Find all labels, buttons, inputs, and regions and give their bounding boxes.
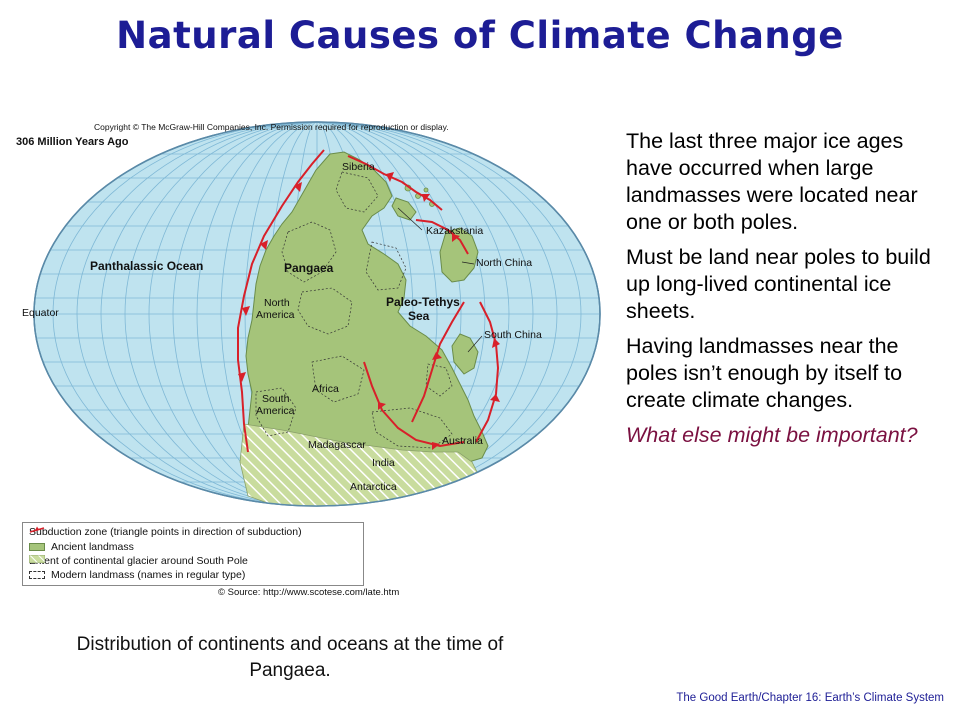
legend-item-ancient-landmass: Ancient landmass (29, 541, 134, 553)
bullet-text-block: The last three major ice ages have occur… (626, 128, 946, 457)
map-age-label: 306 Million Years Ago (16, 136, 129, 148)
label-south-china: South China (484, 329, 542, 341)
pangaea-map-figure: Copyright © The McGraw-Hill Companies, I… (12, 112, 610, 610)
map-legend: Subduction zone (triangle points in dire… (22, 522, 364, 586)
legend-item-modern-landmass: Modern landmass (names in regular type) (29, 569, 245, 581)
legend-item-subduction: Subduction zone (triangle points in dire… (29, 526, 302, 538)
bullet-question: What else might be important? (626, 423, 918, 447)
bullet-ice-ages: The last three major ice ages have occur… (626, 129, 918, 234)
label-africa: Africa (312, 383, 339, 395)
pangaea-map-image (33, 121, 601, 507)
legend-label-subduction: Subduction zone (triangle points in dire… (29, 526, 302, 538)
legend-item-glacier: Extent of continental glacier around Sou… (29, 555, 248, 567)
bullet-not-enough: Having landmasses near the poles isn’t e… (626, 334, 903, 412)
label-america-south: America (256, 405, 295, 417)
label-india: India (372, 457, 395, 469)
legend-label-ancient-landmass: Ancient landmass (51, 541, 134, 553)
label-australia: Australia (442, 435, 483, 447)
south-china-landmass (451, 333, 479, 375)
label-equator: Equator (22, 307, 59, 319)
modern-landmass-swatch-icon (29, 571, 45, 579)
label-pangaea: Pangaea (284, 261, 334, 275)
subduction-swatch-icon (29, 526, 45, 533)
label-paleo-tethys-sea: Sea (408, 309, 430, 323)
map-copyright: Copyright © The McGraw-Hill Companies, I… (94, 122, 449, 132)
label-south: South (262, 393, 290, 405)
legend-label-glacier: Extent of continental glacier around Sou… (29, 555, 248, 567)
glacier-swatch-icon (29, 555, 45, 563)
label-antarctica: Antarctica (350, 481, 397, 493)
slide-title: Natural Causes of Climate Change (116, 14, 844, 57)
label-leader-lines (397, 207, 483, 353)
label-paleo-tethys: Paleo-Tethys (386, 295, 460, 309)
slide-footer: The Good Earth/Chapter 16: Earth’s Clima… (676, 692, 944, 704)
subduction-triangles (238, 172, 500, 450)
map-source: © Source: http://www.scotese.com/late.ht… (218, 587, 400, 598)
kazakstania-landmass (391, 197, 417, 221)
label-siberia: Siberia (342, 161, 375, 173)
ancient-landmass-swatch-icon (29, 543, 45, 551)
modern-landmass-outlines (255, 171, 453, 449)
label-madagascar: Madagascar (308, 439, 366, 451)
legend-label-modern-landmass: Modern landmass (names in regular type) (51, 569, 246, 581)
label-north: North (264, 297, 290, 309)
label-kazakstania: Kazakstania (426, 225, 484, 237)
label-panthalassic-ocean: Panthalassic Ocean (90, 259, 204, 273)
bullet-land-near-poles: Must be land near poles to build up long… (626, 245, 931, 323)
label-north-china: North China (476, 257, 533, 269)
north-china-landmass (439, 227, 479, 283)
map-caption: Distribution of continents and oceans at… (76, 634, 504, 681)
label-america-north: America (256, 309, 295, 321)
